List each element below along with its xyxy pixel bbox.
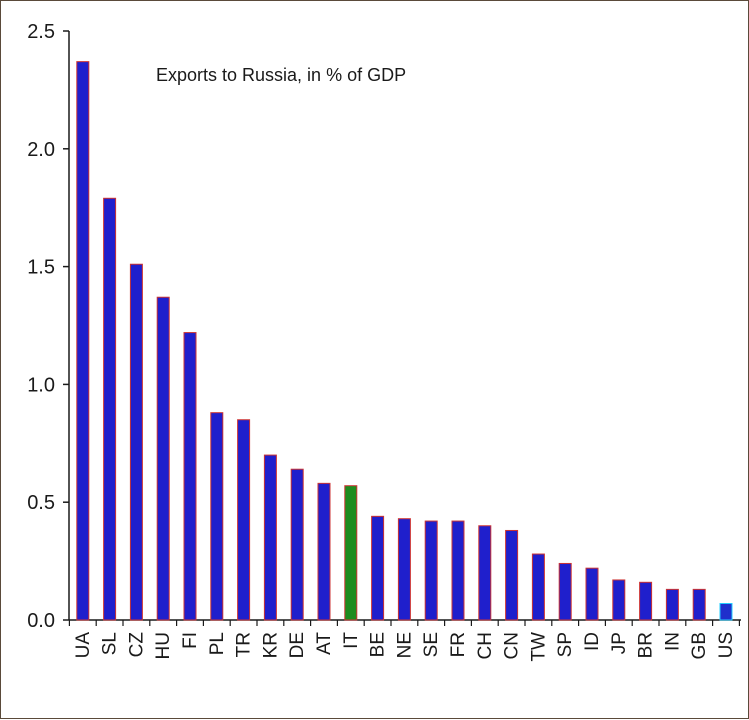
x-tick-label: KR xyxy=(260,632,281,658)
bar-sl xyxy=(103,197,117,621)
x-tick-label: FI xyxy=(180,632,201,649)
x-tick-label: PL xyxy=(207,632,228,655)
x-tick-label: GB xyxy=(689,632,710,659)
bar-kr xyxy=(263,454,277,621)
x-tick-label: DE xyxy=(287,632,308,658)
x-tick-label: BR xyxy=(636,632,657,658)
x-axis xyxy=(68,619,741,626)
bar-sp xyxy=(558,562,572,621)
x-tick-label: TR xyxy=(234,632,255,657)
bar-gb xyxy=(692,588,706,621)
bar-in xyxy=(665,588,679,621)
bar-be xyxy=(371,515,385,621)
x-tick-label: ID xyxy=(582,632,603,651)
y-tick-label: 1.0 xyxy=(27,374,55,396)
x-tick-label: HU xyxy=(153,632,174,659)
bar-ch xyxy=(478,525,492,621)
x-tick-label: IT xyxy=(341,632,362,649)
bar-us xyxy=(719,603,733,621)
x-tick-label: US xyxy=(716,632,737,658)
bar-cn xyxy=(505,529,519,621)
bar-br xyxy=(639,581,653,621)
x-tick-label: AT xyxy=(314,632,335,655)
x-labels: UA SL CZ HU FI PL TR KR DE AT IT BE NE SE FR CH CN TW SP ID… xyxy=(73,632,737,662)
x-tick-label: IN xyxy=(662,632,683,651)
y-tick-label: 0.5 xyxy=(27,492,55,514)
x-tick-label: BE xyxy=(368,632,389,657)
bar-de xyxy=(290,468,304,621)
bar-it xyxy=(344,485,358,621)
bar-at xyxy=(317,482,331,621)
bar-jp xyxy=(612,579,626,621)
bar-se xyxy=(424,520,438,621)
bar-pl xyxy=(210,412,224,621)
bar-ua xyxy=(76,61,90,621)
x-tick-label: SP xyxy=(555,632,576,657)
y-tick-label: 2.5 xyxy=(27,21,55,43)
x-tick-label: UA xyxy=(73,632,94,659)
bar-ne xyxy=(397,518,411,621)
x-tick-label: CH xyxy=(475,632,496,659)
x-tick-label: SL xyxy=(100,632,121,655)
bars xyxy=(76,61,733,621)
bar-fi xyxy=(183,332,197,621)
y-axis: 0.0 0.5 1.0 1.5 2.0 2.5 xyxy=(27,21,70,632)
bar-id xyxy=(585,567,599,621)
x-tick-label: SE xyxy=(421,632,442,657)
x-tick-label: NE xyxy=(394,632,415,658)
chart-title: Exports to Russia, in % of GDP xyxy=(156,65,406,85)
bar-tw xyxy=(531,553,545,621)
bar-fr xyxy=(451,520,465,621)
y-tick-label: 0.0 xyxy=(27,610,55,632)
y-tick-label: 2.0 xyxy=(27,139,55,161)
bar-cz xyxy=(129,263,143,621)
y-tick-label: 1.5 xyxy=(27,257,55,279)
x-tick-label: JP xyxy=(609,632,630,654)
bar-tr xyxy=(237,419,251,621)
x-tick-label: TW xyxy=(528,632,549,662)
bar-hu xyxy=(156,296,170,621)
x-tick-label: FR xyxy=(448,632,469,657)
x-tick-label: CZ xyxy=(126,632,147,658)
x-tick-label: CN xyxy=(502,632,523,659)
